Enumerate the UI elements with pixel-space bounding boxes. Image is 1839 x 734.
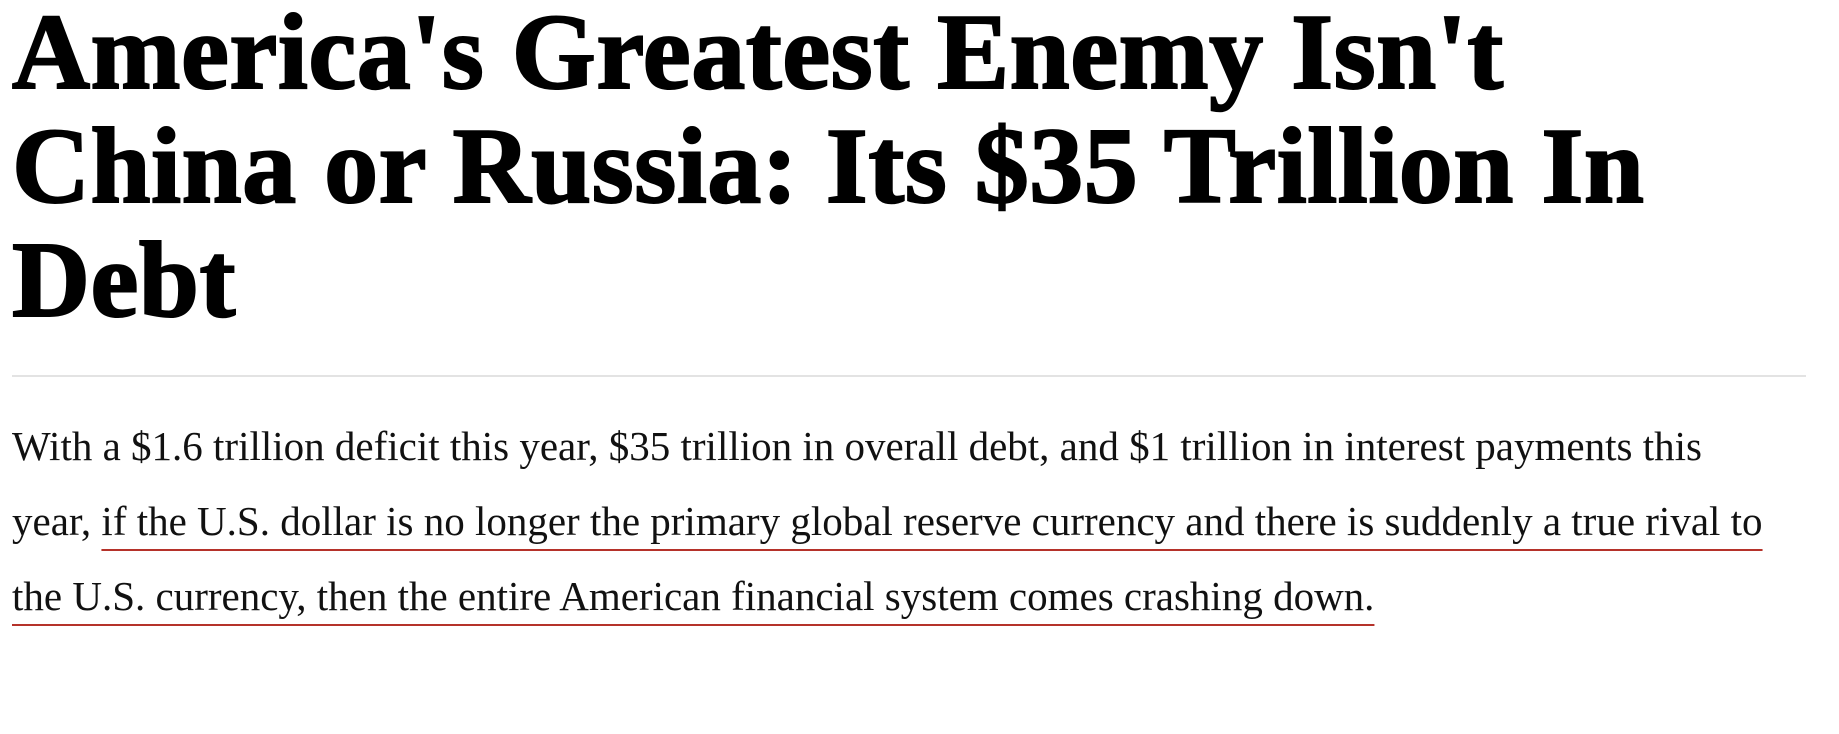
article-headline: America's Greatest Enemy Isn't China or … <box>11 0 1645 340</box>
dek-highlighted-quote: if the U.S. dollar is no longer the prim… <box>12 498 1763 619</box>
divider <box>12 375 1806 377</box>
article-dek: With a $1.6 trillion deficit this year, … <box>12 409 1787 634</box>
dek-text: With a $1.6 trillion deficit this year, … <box>12 423 1702 544</box>
